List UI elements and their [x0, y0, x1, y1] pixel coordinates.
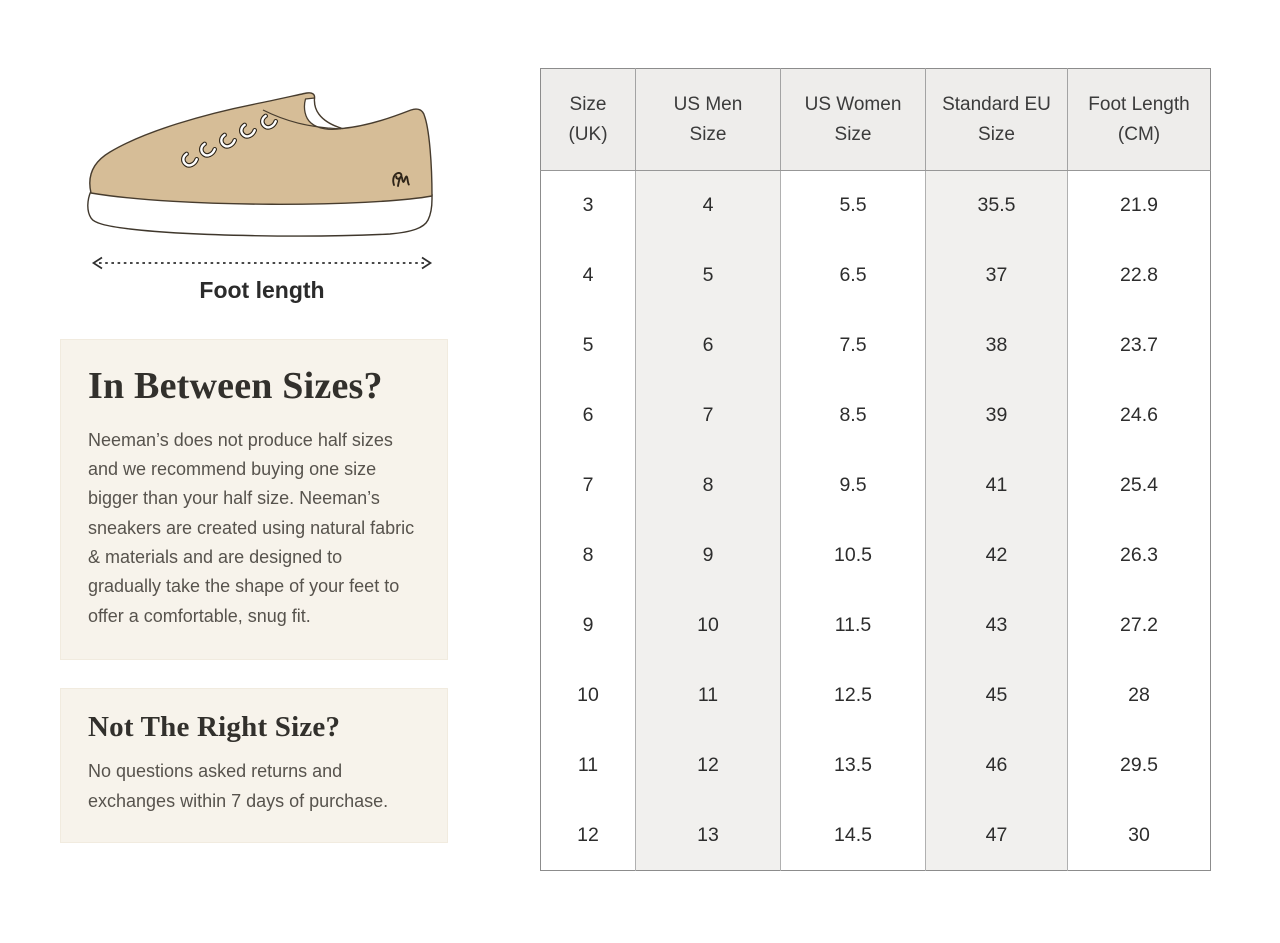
size-chart-header-row: Size (UK) US Men Size US Women Size Standard E…	[540, 68, 1211, 171]
size-cell: 13.5	[780, 730, 926, 801]
size-chart-body: 3 4 5.5 35.5 21.9 4 5 6.5 37 22.8 5 6 7.5 38 23.7 6 7 8.5…	[541, 170, 1211, 871]
size-cell: 5	[635, 240, 781, 311]
size-chart: Size (UK) US Men Size US Women Size Standard E…	[540, 68, 1211, 871]
size-cell: 6	[635, 310, 781, 381]
size-cell: 41	[925, 450, 1068, 521]
shoe-seam	[262, 109, 342, 130]
size-cell: 7.5	[780, 310, 926, 381]
size-cell: 11	[635, 660, 781, 731]
shoe-upper	[89, 92, 433, 205]
foot-length-label: Foot length	[199, 277, 325, 303]
returns-body: No questions asked returns and exchanges…	[88, 761, 389, 811]
size-cell: 10	[635, 590, 781, 661]
size-cell: 12.5	[780, 660, 926, 731]
size-cell: 25.4	[1067, 450, 1211, 521]
in-between-sizes-body: Neeman’s does not produce half sizes and…	[88, 429, 415, 626]
shoe-collar-notch	[303, 97, 343, 130]
size-cell: 42	[925, 520, 1068, 591]
size-cell: 39	[925, 380, 1068, 451]
sneaker-illustration	[87, 92, 433, 237]
size-cell: 8.5	[780, 380, 926, 451]
size-cell: 38	[925, 310, 1068, 381]
table-row: 3 4 5.5 35.5 21.9	[541, 170, 1211, 241]
size-cell: 10	[577, 684, 599, 706]
size-cell: 14.5	[780, 800, 926, 871]
size-cell: 22.8	[1067, 240, 1211, 311]
table-row: 7 8 9.5 41 25.4	[541, 450, 1211, 521]
size-cell: 26.3	[1067, 520, 1211, 591]
size-cell: 9	[635, 520, 781, 591]
column-header: Standard EU Size	[925, 68, 1068, 171]
returns-box: Not The Right Size? No questions asked r…	[60, 687, 448, 843]
size-cell: 47	[925, 800, 1068, 871]
size-cell: 3	[582, 194, 594, 217]
column-header: US Women Size	[780, 68, 926, 171]
size-cell: 6	[582, 404, 594, 426]
size-cell: 7	[582, 474, 594, 496]
size-cell: 11	[577, 754, 599, 776]
size-cell: 24.6	[1067, 380, 1211, 451]
size-chart-table: Size (UK) US Men Size US Women Size Standard E…	[540, 68, 1211, 871]
returns-title: Not The Right Size?	[88, 710, 341, 743]
left-column: Foot length In Between Sizes? Neeman’s d…	[60, 60, 456, 843]
table-row: 6 7 8.5 39 24.6	[541, 380, 1211, 451]
size-cell: 10.5	[780, 520, 926, 591]
size-cell: 27.2	[1067, 590, 1211, 661]
size-cell: 9.5	[780, 450, 926, 521]
size-cell: 21.9	[1067, 170, 1211, 241]
column-header: Foot Length (CM)	[1067, 68, 1211, 171]
column-header: US Men Size	[635, 68, 781, 171]
size-cell: 7	[635, 380, 781, 451]
table-row: 9 10 11.5 43 27.2	[541, 590, 1211, 661]
size-cell: 5	[582, 334, 594, 356]
table-row: 11 12 13.5 46 29.5	[541, 730, 1211, 801]
size-cell: 4	[635, 170, 781, 241]
size-cell: 8	[635, 450, 781, 521]
table-row: 10 11 12.5 45 28	[541, 660, 1211, 731]
foot-length-arrow	[91, 256, 433, 270]
size-cell: 28	[1067, 660, 1211, 731]
in-between-sizes-title: In Between Sizes?	[88, 365, 383, 407]
size-cell: 35.5	[925, 170, 1068, 241]
table-row: 12 13 14.5 47 30	[541, 800, 1211, 871]
size-cell: 9	[582, 614, 594, 636]
size-cell: 4	[582, 264, 594, 286]
size-cell: 6.5	[780, 240, 926, 311]
size-cell: 45	[925, 660, 1068, 731]
in-between-sizes-box: In Between Sizes? Neeman’s does not prod…	[60, 339, 448, 660]
size-cell: 23.7	[1067, 310, 1211, 381]
size-cell: 12	[635, 730, 781, 801]
table-row: 5 6 7.5 38 23.7	[541, 310, 1211, 381]
size-cell: 29.5	[1067, 730, 1211, 801]
size-cell: 5.5	[780, 170, 926, 241]
size-cell: 30	[1067, 800, 1211, 871]
size-cell: 11.5	[780, 590, 926, 661]
shoe-laces	[181, 113, 279, 168]
table-row: 8 9 10.5 42 26.3	[541, 520, 1211, 591]
size-cell: 13	[635, 800, 781, 871]
size-cell: 46	[925, 730, 1068, 801]
column-header: Size (UK)	[540, 68, 636, 171]
size-cell: 37	[925, 240, 1068, 311]
size-cell: 43	[925, 590, 1068, 661]
table-row: 4 5 6.5 37 22.8	[541, 240, 1211, 311]
size-cell: 12	[577, 823, 599, 846]
size-cell: 8	[582, 544, 594, 566]
brand-logo-icon	[392, 172, 410, 187]
